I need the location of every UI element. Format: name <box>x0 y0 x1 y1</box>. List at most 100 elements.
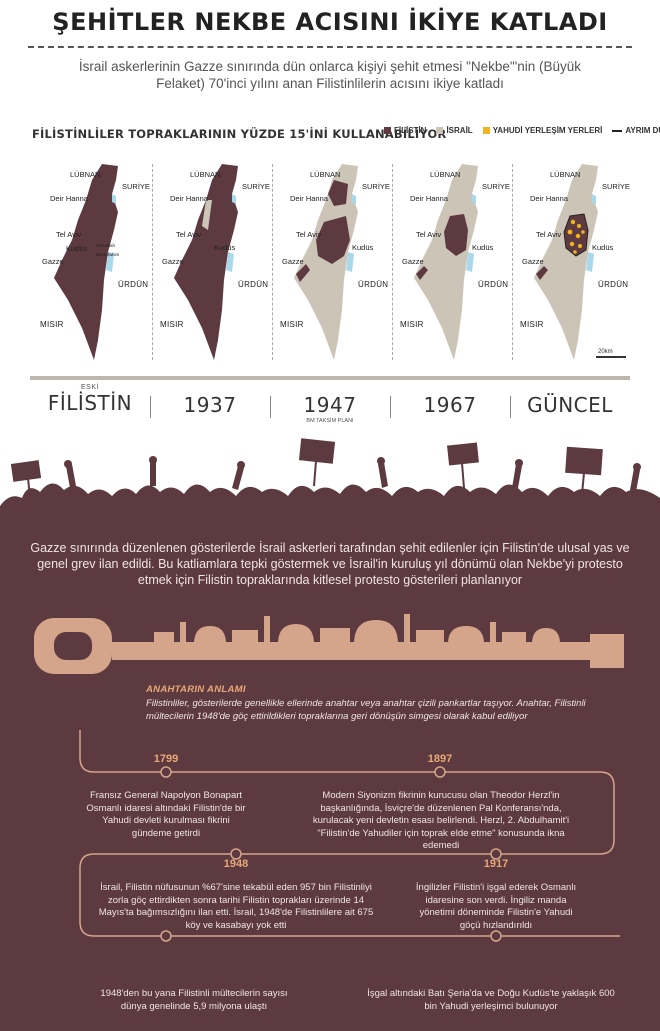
map-svg <box>534 164 598 360</box>
timeline-year: 1897 <box>427 753 453 765</box>
timeline-dot <box>490 930 502 942</box>
label-tel-aviv: Tel Aviv <box>176 230 202 239</box>
label-kudus: Kudüs <box>66 244 88 253</box>
map-divider <box>512 164 513 360</box>
timeline-path <box>79 730 620 942</box>
map-old-palestine: LÜBNAN SURİYE Deir Hanna Tel Aviv Kudüs … <box>32 160 150 365</box>
map-svg <box>414 164 478 360</box>
timeline-dot <box>160 930 172 942</box>
era-label: GÜNCEL <box>527 393 613 417</box>
label-tel-aviv: Tel Aviv <box>416 230 442 239</box>
label-lebanon: LÜBNAN <box>190 170 221 179</box>
era-current: GÜNCEL <box>510 393 630 417</box>
label-deir-hanna: Deir Hanna <box>410 194 448 203</box>
legend-label: FİLİSTİN <box>394 126 427 135</box>
label-syria: SURİYE <box>242 182 270 191</box>
map-scale-bar <box>596 356 626 358</box>
page-title: ŞEHİTLER NEKBE ACISINI İKİYE KATLADI <box>52 8 608 36</box>
label-syria: SURİYE <box>482 182 510 191</box>
legend-item-israel: İSRAİL <box>436 126 473 135</box>
label-gaza: Gazze <box>282 257 304 266</box>
label-syria: SURİYE <box>362 182 390 191</box>
map-legend: FİLİSTİN İSRAİL YAHUDİ YERLEŞİM YERLERİ … <box>384 126 660 135</box>
label-lebanon: LÜBNAN <box>550 170 581 179</box>
legend-label: AYRIM DUVARI <box>625 126 660 135</box>
era-label: 1947 <box>303 393 357 417</box>
legend-swatch <box>482 127 490 134</box>
timeline-text: Modern Siyonizm fikrinin kurucusu olan T… <box>312 790 570 851</box>
label-beytullahim: Beytullahim <box>96 252 120 257</box>
timeline-text: Fransız General Napolyon Bonapart Osmanl… <box>86 790 246 839</box>
timeline-text: 1948'den bu yana Filistinli mültecilerin… <box>100 988 288 1012</box>
era-label: 1967 <box>423 393 477 417</box>
label-tel-aviv: Tel Aviv <box>296 230 322 239</box>
era-divider <box>270 396 271 418</box>
timeline-dot <box>434 766 446 778</box>
bottom-section <box>0 520 660 1031</box>
label-jordan: ÜRDÜN <box>598 280 629 289</box>
legend-swatch <box>384 127 391 134</box>
era-1937: 1937 <box>150 393 270 417</box>
era-label: FİLİSTİN <box>47 391 133 415</box>
page-subtitle: İsrail askerlerinin Gazze sınırında dün … <box>78 59 582 91</box>
legend-line <box>612 129 623 132</box>
label-egypt: MISIR <box>400 320 424 329</box>
era-divider <box>510 396 511 418</box>
label-tel-aviv: Tel Aviv <box>536 230 562 239</box>
legend-item-wall: AYRIM DUVARI <box>612 126 660 135</box>
timeline-dot <box>160 766 172 778</box>
timeline-dot <box>490 848 502 860</box>
era-old-palestine: ESKİ FİLİSTİN <box>30 384 150 415</box>
map-1937: LÜBNAN SURİYE Deir Hanna Tel Aviv Kudüs … <box>152 160 270 365</box>
map-svg <box>294 164 358 360</box>
label-tel-aviv: Tel Aviv <box>56 230 82 239</box>
era-1967: 1967 <box>390 393 510 417</box>
label-ramallah: Ramallah <box>96 243 116 248</box>
label-deir-hanna: Deir Hanna <box>290 194 328 203</box>
label-kudus: Kudüs <box>472 243 494 252</box>
map-1947: LÜBNAN SURİYE Deir Hanna Tel Aviv Kudüs … <box>272 160 390 365</box>
era-prefix: ESKİ <box>81 384 99 391</box>
label-lebanon: LÜBNAN <box>310 170 341 179</box>
legend-item-palestine: FİLİSTİN <box>384 126 426 135</box>
map-scale-label: 20km <box>598 349 613 355</box>
map-svg <box>174 164 238 360</box>
label-jordan: ÜRDÜN <box>238 280 269 289</box>
label-egypt: MISIR <box>40 320 64 329</box>
map-divider <box>152 164 153 360</box>
map-divider <box>272 164 273 360</box>
era-divider <box>150 396 151 418</box>
map-current: LÜBNAN SURİYE Deir Hanna Tel Aviv Kudüs … <box>512 160 630 365</box>
era-sublabel: BM TAKSİM PLANI <box>306 418 354 424</box>
timeline-text: İngilizler Filistin'i işgal ederek Osman… <box>415 882 577 931</box>
label-gaza: Gazze <box>402 257 424 266</box>
map-divider <box>392 164 393 360</box>
maps-heading: FİLİSTİNLİLER TOPRAKLARININ YÜZDE 15'İNİ… <box>32 127 447 141</box>
label-deir-hanna: Deir Hanna <box>530 194 568 203</box>
era-1947: 1947 BM TAKSİM PLANI <box>270 393 390 424</box>
label-gaza: Gazze <box>522 257 544 266</box>
label-syria: SURİYE <box>602 182 630 191</box>
timeline-dot <box>230 848 242 860</box>
label-jordan: ÜRDÜN <box>118 280 149 289</box>
timeline-year: 1948 <box>223 858 249 870</box>
label-syria: SURİYE <box>122 182 150 191</box>
timeline-year: 1799 <box>153 753 179 765</box>
label-deir-hanna: Deir Hanna <box>170 194 208 203</box>
legend-item-settlements: YAHUDİ YERLEŞİM YERLERİ <box>482 126 603 135</box>
maps-row: LÜBNAN SURİYE Deir Hanna Tel Aviv Kudüs … <box>32 160 632 365</box>
label-kudus: Kudüs <box>214 243 236 252</box>
timeline-year: 1917 <box>483 858 509 870</box>
key-illustration <box>34 614 624 674</box>
timeline-text: İsrail, Filistin nüfusunun %67'sine teka… <box>98 882 374 931</box>
label-egypt: MISIR <box>160 320 184 329</box>
label-kudus: Kudüs <box>592 243 614 252</box>
label-lebanon: LÜBNAN <box>70 170 101 179</box>
legend-label: YAHUDİ YERLEŞİM YERLERİ <box>492 126 603 135</box>
label-gaza: Gazze <box>42 257 64 266</box>
label-egypt: MISIR <box>280 320 304 329</box>
label-jordan: ÜRDÜN <box>478 280 509 289</box>
era-divider <box>390 396 391 418</box>
header-section: ŞEHİTLER NEKBE ACISINI İKİYE KATLADI İsr… <box>0 0 660 440</box>
legend-label: İSRAİL <box>446 126 473 135</box>
